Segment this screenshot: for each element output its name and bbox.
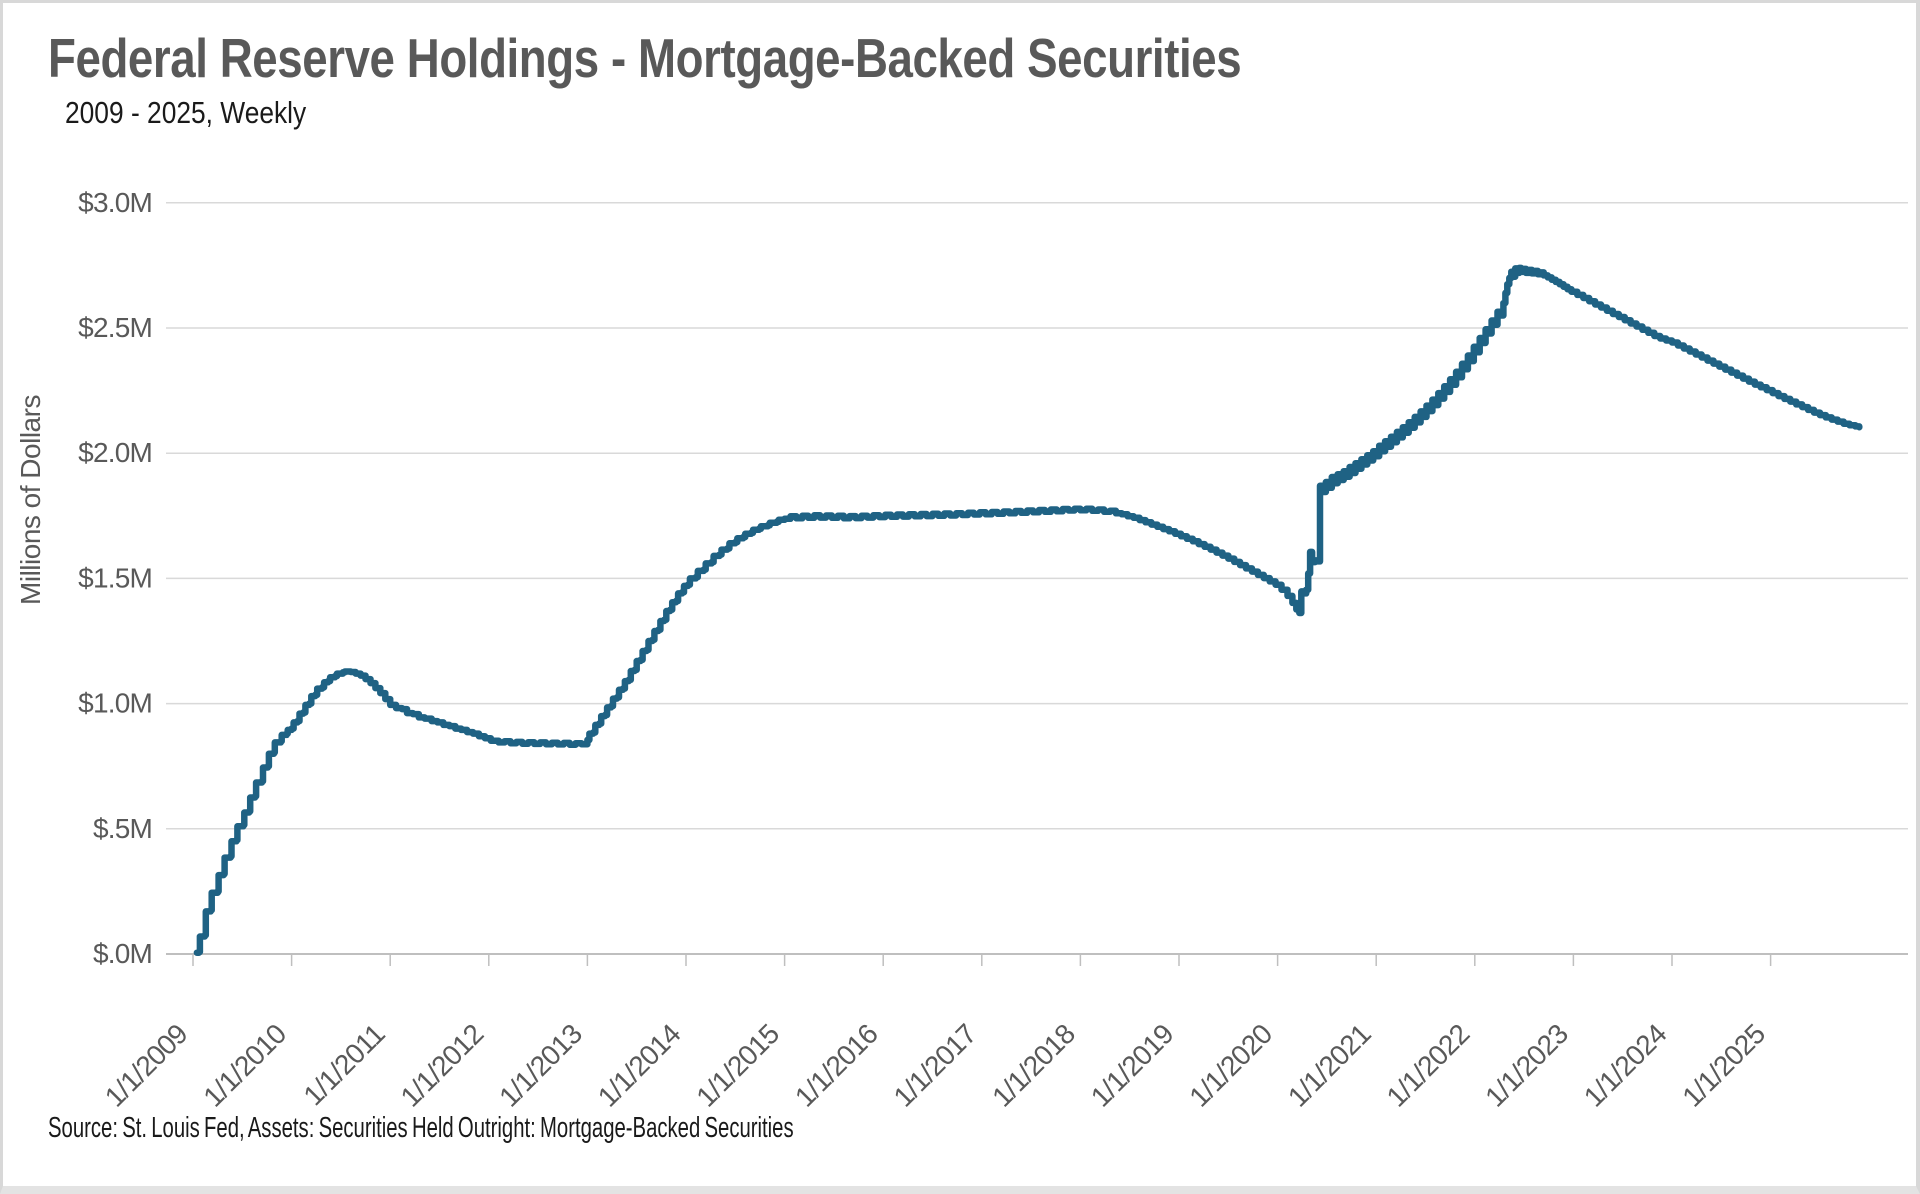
x-tick-label: 1/1/2018	[986, 1018, 1081, 1113]
x-tick-label: 1/1/2017	[888, 1018, 983, 1113]
x-tick-label: 1/1/2025	[1676, 1018, 1771, 1113]
x-tick-label: 1/1/2009	[99, 1018, 194, 1113]
y-tick-label: $2.5M	[78, 312, 152, 343]
y-tick-label: $3.0M	[78, 187, 152, 218]
x-tick-label: 1/1/2019	[1085, 1018, 1180, 1113]
x-tick-label: 1/1/2015	[690, 1018, 785, 1113]
y-tick-label: $1.5M	[78, 562, 152, 593]
y-axis-title: Millions of Dollars	[15, 395, 46, 605]
x-tick-label: 1/1/2013	[493, 1018, 588, 1113]
x-tick-label: 1/1/2011	[297, 1018, 390, 1111]
source-note: Source: St. Louis Fed, Assets: Securitie…	[48, 1112, 794, 1144]
x-tick-label: 1/1/2010	[197, 1018, 292, 1113]
y-tick-label: $.5M	[93, 813, 152, 844]
x-tick-label: 1/1/2024	[1578, 1018, 1673, 1113]
series-line-mbs-holdings	[193, 264, 1863, 956]
x-tick-label: 1/1/2023	[1479, 1018, 1574, 1113]
y-tick-label: $1.0M	[78, 688, 152, 719]
x-tick-label: 1/1/2014	[592, 1018, 687, 1113]
x-tick-label: 1/1/2012	[395, 1018, 490, 1113]
y-tick-label: $2.0M	[78, 437, 152, 468]
x-tick-label: 1/1/2016	[789, 1018, 884, 1113]
chart-title: Federal Reserve Holdings - Mortgage-Back…	[48, 27, 1242, 89]
x-tick-label: 1/1/2022	[1381, 1018, 1476, 1113]
x-tick-label: 1/1/2020	[1183, 1018, 1278, 1113]
x-tick-label: 1/1/2021	[1282, 1018, 1377, 1113]
chart-subtitle: 2009 - 2025, Weekly	[65, 95, 307, 130]
y-tick-label: $.0M	[93, 938, 152, 969]
